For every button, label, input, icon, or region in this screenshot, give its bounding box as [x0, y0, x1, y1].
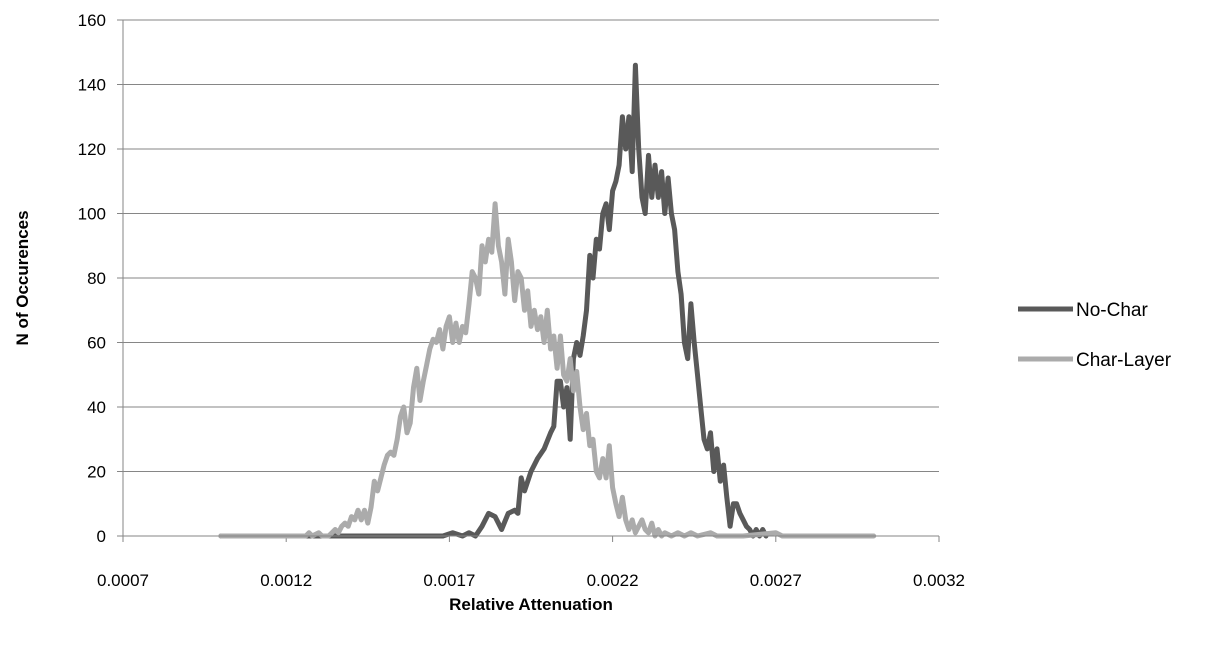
x-tick-label: 0.0027 — [750, 571, 802, 590]
legend: No-Char Char-Layer — [1018, 300, 1172, 371]
x-tick-label: 0.0022 — [587, 571, 639, 590]
y-tick-label: 60 — [87, 334, 106, 353]
y-axis-title: N of Occurences — [13, 210, 32, 345]
y-tick-label: 160 — [78, 11, 106, 30]
y-tick-label: 120 — [78, 140, 106, 159]
series-line-no-char — [218, 62, 769, 539]
y-tick-label: 40 — [87, 398, 106, 417]
gridlines — [123, 19, 939, 472]
x-axis-title: Relative Attenuation — [449, 595, 613, 614]
y-tick-label: 20 — [87, 463, 106, 482]
y-tick-label: 80 — [87, 269, 106, 288]
legend-label: Char-Layer — [1076, 350, 1172, 371]
y-axis-ticks: 0 20 40 60 80 100 120 140 160 — [78, 11, 123, 546]
series-line-char-layer — [218, 201, 877, 539]
x-axis-ticks: 0.0007 0.0012 0.0017 0.0022 0.0027 0.0032 — [97, 536, 965, 590]
x-tick-label: 0.0032 — [913, 571, 965, 590]
series-layer — [218, 62, 877, 539]
x-tick-label: 0.0017 — [423, 571, 475, 590]
y-tick-label: 140 — [78, 76, 106, 95]
y-tick-label: 0 — [97, 527, 106, 546]
legend-label: No-Char — [1076, 300, 1148, 321]
y-tick-label: 100 — [78, 205, 106, 224]
x-tick-label: 0.0012 — [260, 571, 312, 590]
x-tick-label: 0.0007 — [97, 571, 149, 590]
